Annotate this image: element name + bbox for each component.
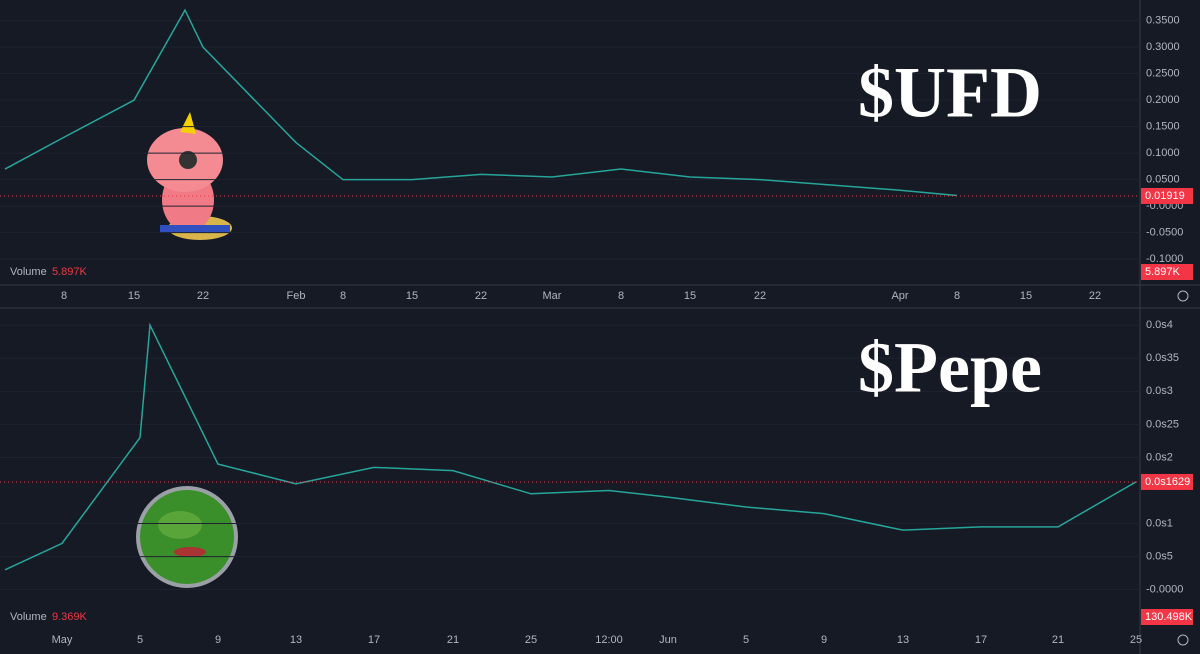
x-tick-label: 8 (61, 290, 67, 302)
volume-value: 9.369K (52, 611, 88, 623)
volume-tag (1141, 264, 1193, 280)
volume-tag-label: 130.498K (1145, 611, 1193, 623)
x-tick-label: 5 (743, 634, 749, 646)
x-tick-label: 13 (290, 634, 302, 646)
last-price-tag (1141, 187, 1193, 204)
y-tick-label: 0.0s1 (1146, 517, 1173, 529)
last-price-label: 0.01919 (1145, 190, 1185, 202)
x-tick-label: 9 (215, 634, 221, 646)
x-tick-label: 8 (954, 290, 960, 302)
y-tick-label: 0.0s3 (1146, 385, 1173, 397)
chart-title: $UFD (858, 53, 1042, 133)
y-tick-label: 0.0s4 (1146, 319, 1173, 331)
y-tick-label: -0.1000 (1146, 253, 1183, 265)
y-tick-label: 0.1000 (1146, 147, 1180, 159)
y-tick-label: 0.3500 (1146, 15, 1180, 27)
volume-tag (1141, 609, 1193, 625)
unicorn-mascot (147, 112, 232, 240)
y-tick-label: 0.0s35 (1146, 352, 1179, 364)
y-tick-label: 0.1500 (1146, 121, 1180, 133)
settings-icon[interactable] (1177, 634, 1189, 646)
x-tick-label: 25 (1130, 634, 1142, 646)
y-tick-label: 0.3000 (1146, 41, 1180, 53)
volume-tag-label: 5.897K (1145, 266, 1181, 278)
x-tick-label: Apr (891, 290, 908, 302)
volume-label: Volume (10, 266, 47, 278)
x-tick-label: 22 (754, 290, 766, 302)
x-tick-label: Jun (659, 634, 677, 646)
x-tick-label: 15 (128, 290, 140, 302)
volume-label: Volume (10, 611, 47, 623)
x-tick-label: 8 (340, 290, 346, 302)
x-tick-label: 17 (975, 634, 987, 646)
x-tick-label: 8 (618, 290, 624, 302)
price-line (4, 8, 958, 197)
y-tick-label: -0.0000 (1146, 584, 1183, 596)
x-tick-label: 15 (406, 290, 418, 302)
x-tick-label: 22 (475, 290, 487, 302)
y-tick-label: 0.0500 (1146, 174, 1180, 186)
x-tick-label: 15 (684, 290, 696, 302)
x-tick-label: 5 (137, 634, 143, 646)
last-price-tag (1141, 473, 1193, 490)
x-tick-label: 21 (1052, 634, 1064, 646)
x-tick-label: 25 (525, 634, 537, 646)
x-tick-label: 13 (897, 634, 909, 646)
settings-icon[interactable] (1177, 290, 1189, 302)
x-tick-label: 22 (197, 290, 209, 302)
x-tick-label: 15 (1020, 290, 1032, 302)
y-tick-label: 0.0s25 (1146, 418, 1179, 430)
pepe-mascot (136, 486, 238, 588)
x-tick-label: 21 (447, 634, 459, 646)
price-line (4, 322, 1137, 571)
x-tick-label: 17 (368, 634, 380, 646)
x-tick-label: 22 (1089, 290, 1101, 302)
y-tick-label: 0.2000 (1146, 94, 1180, 106)
last-price-label: 0.0s1629 (1145, 476, 1190, 488)
chart-title: $Pepe (858, 328, 1042, 408)
y-tick-label: 0.2500 (1146, 68, 1180, 80)
x-tick-label: May (52, 634, 73, 646)
x-tick-label: 9 (821, 634, 827, 646)
x-tick-label: Feb (287, 290, 306, 302)
x-tick-label: 12:00 (595, 634, 623, 646)
y-tick-label: -0.0500 (1146, 227, 1183, 239)
y-tick-label: 0.0s2 (1146, 451, 1173, 463)
y-tick-label: 0.0s5 (1146, 551, 1173, 563)
volume-value: 5.897K (52, 266, 88, 278)
x-tick-label: Mar (543, 290, 562, 302)
